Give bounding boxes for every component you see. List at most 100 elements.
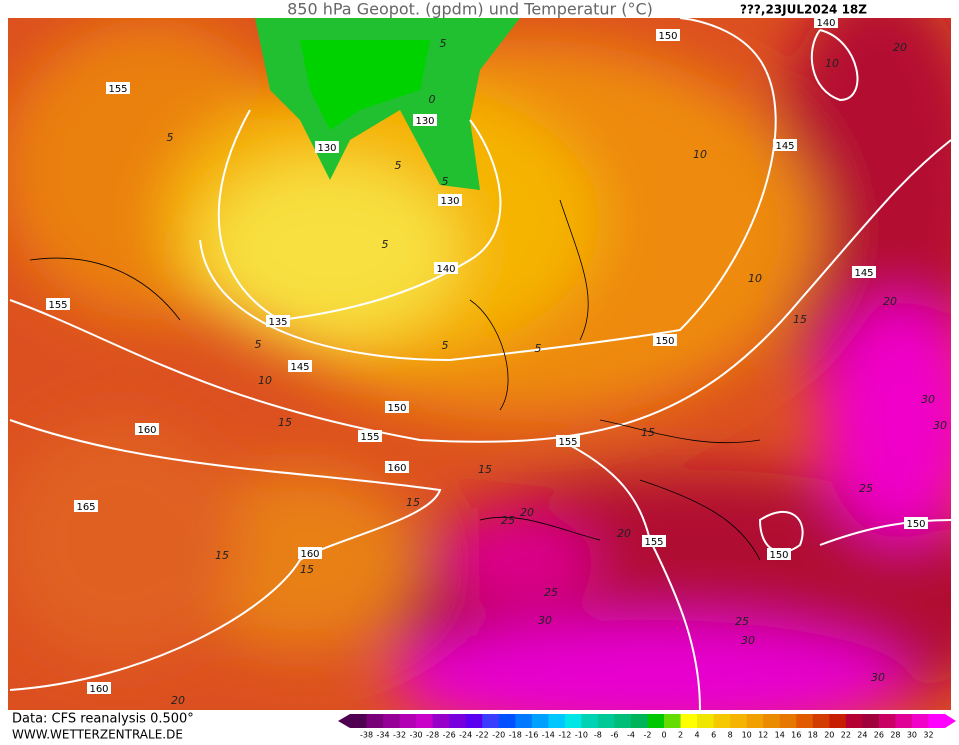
scale-label: 0	[661, 731, 666, 740]
geopotential-label: 160	[300, 549, 319, 560]
scale-label: 30	[907, 731, 917, 740]
geopotential-label: 150	[769, 550, 788, 561]
temperature-label: 5	[255, 338, 262, 351]
geopotential-label: 130	[317, 143, 336, 154]
label-box	[852, 266, 876, 278]
geopotential-label: 160	[89, 684, 108, 695]
date: ???,23JUL2024 18Z	[740, 3, 867, 17]
scale-swatch	[432, 714, 450, 728]
geopotential-label: 130	[440, 196, 459, 207]
scale-swatch	[564, 714, 582, 728]
scale-label: 14	[775, 731, 785, 740]
temperature-label: 15	[406, 496, 420, 509]
scale-label: 26	[874, 731, 884, 740]
scale-swatch	[515, 714, 533, 728]
scale-swatch	[449, 714, 467, 728]
temperature-label: 30	[538, 614, 552, 627]
scale-label: -12	[558, 731, 571, 740]
temperature-label: 25	[735, 615, 749, 628]
label-box	[266, 315, 290, 327]
scale-label: 12	[758, 731, 768, 740]
scale-swatch	[664, 714, 682, 728]
label-box	[434, 262, 458, 274]
label-box	[656, 29, 680, 41]
temperature-label: 30	[741, 634, 755, 647]
label-box	[385, 401, 409, 413]
scale-swatch	[680, 714, 698, 728]
geopotential-label: 145	[854, 268, 873, 279]
scale-label: 22	[841, 731, 851, 740]
scale-label: 6	[711, 731, 716, 740]
geopotential-label: 140	[816, 18, 835, 29]
scale-swatch	[730, 714, 748, 728]
scale-label: -30	[410, 731, 423, 740]
scale-swatch	[630, 714, 648, 728]
scale-label: -16	[525, 731, 538, 740]
scale-swatch	[862, 714, 880, 728]
scale-label: 10	[742, 731, 752, 740]
title: 850 hPa Geopot. (gpdm) und Temperatur (°…	[287, 0, 653, 19]
scale-label: -28	[426, 731, 439, 740]
scale-label: -4	[627, 731, 635, 740]
scale-label: -6	[610, 731, 618, 740]
scale-label: 28	[890, 731, 900, 740]
scale-arrow	[945, 714, 956, 728]
temperature-label: 5	[442, 175, 449, 188]
scale-swatch	[366, 714, 384, 728]
scale-label: 18	[808, 731, 818, 740]
scale-label: -14	[542, 731, 555, 740]
label-box	[106, 82, 130, 94]
scale-swatch	[581, 714, 599, 728]
geopotential-label: 155	[644, 537, 663, 548]
scale-swatch	[713, 714, 731, 728]
scale-label: -20	[492, 731, 505, 740]
scale-swatch	[878, 714, 896, 728]
label-box	[298, 547, 322, 559]
geopotential-label: 155	[558, 437, 577, 448]
label-box	[315, 141, 339, 153]
temperature-label: 5	[395, 159, 402, 172]
geopotential-label: 145	[775, 141, 794, 152]
temperature-label: 5	[440, 37, 447, 50]
scale-swatch	[614, 714, 632, 728]
label-box	[74, 500, 98, 512]
geopotential-label: 150	[906, 519, 925, 530]
temperature-label: 20	[617, 527, 631, 540]
label-box	[288, 360, 312, 372]
scale-label: -24	[459, 731, 472, 740]
scale-label: 2	[678, 731, 683, 740]
label-box	[773, 139, 797, 151]
scale-label: -18	[509, 731, 522, 740]
label-box	[438, 194, 462, 206]
temperature-label: 15	[278, 416, 292, 429]
scale-swatch	[928, 714, 946, 728]
scale-swatch	[531, 714, 549, 728]
temperature-label: 0	[429, 93, 436, 106]
temperature-label: 15	[215, 549, 229, 562]
scale-swatch	[812, 714, 830, 728]
scale-swatch	[465, 714, 483, 728]
label-box	[46, 298, 70, 310]
label-box	[413, 114, 437, 126]
scale-swatch	[416, 714, 434, 728]
scale-label: 32	[923, 731, 933, 740]
label-box	[385, 461, 409, 473]
temperature-label: 20	[893, 41, 907, 54]
scale-swatch	[647, 714, 665, 728]
scale-swatch	[829, 714, 847, 728]
scale-swatch	[350, 714, 368, 728]
temperature-label: 15	[478, 463, 492, 476]
scale-label: -32	[393, 731, 406, 740]
temperature-label: 25	[544, 586, 558, 599]
color-scale: -38 -34 -32 -30 -28 -26 -24 -22 -20 -18 -16 -14 -12-…	[338, 714, 956, 740]
temperature-label: 30	[921, 393, 935, 406]
scale-label: -26	[443, 731, 456, 740]
label-box	[814, 16, 838, 28]
scale-swatch	[845, 714, 863, 728]
scale-swatch	[796, 714, 814, 728]
geopotential-label: 150	[387, 403, 406, 414]
scale-swatch	[746, 714, 764, 728]
temperature-label: 30	[871, 671, 885, 684]
scale-swatch	[763, 714, 781, 728]
